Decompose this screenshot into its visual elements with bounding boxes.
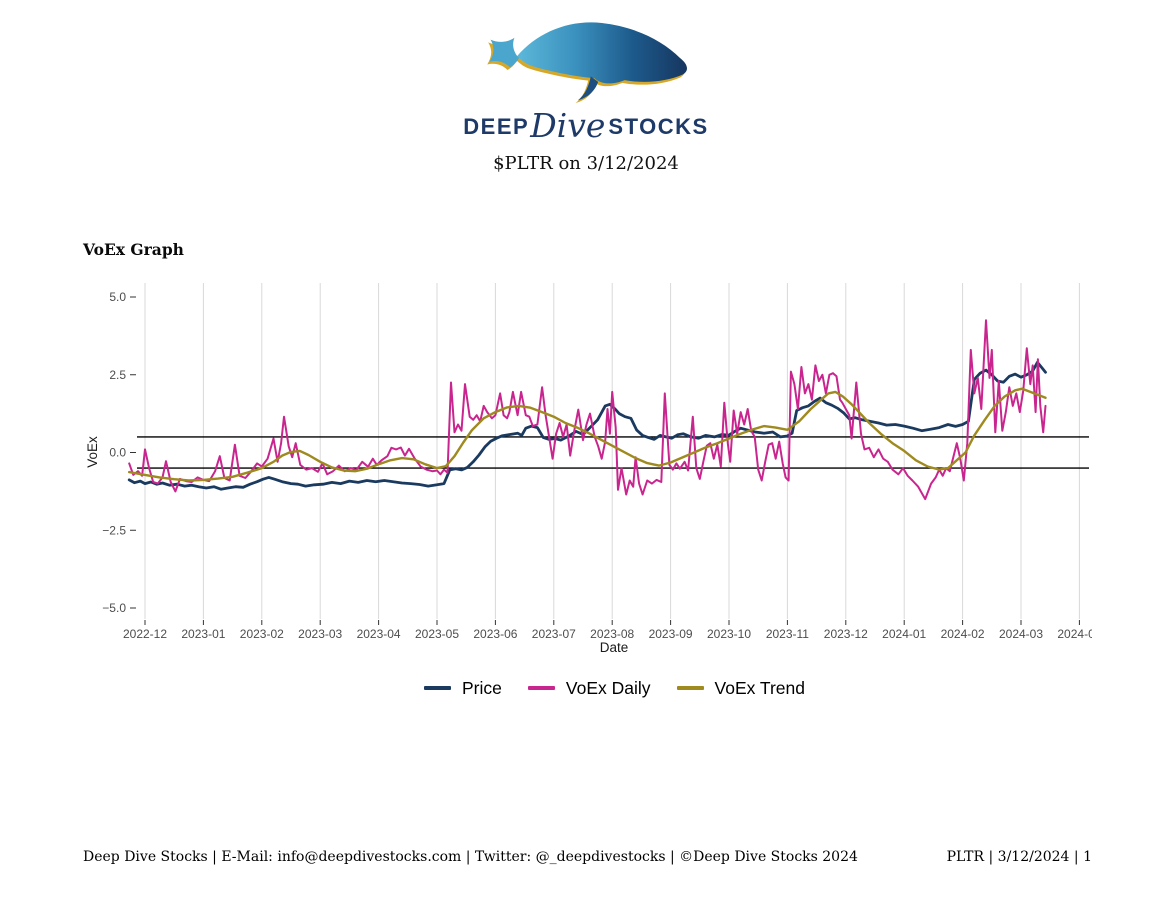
price-line-swatch [424,686,451,690]
svg-text:2024-03: 2024-03 [999,627,1043,641]
legend-label-voex-daily: VoEx Daily [565,677,651,698]
legend-item-voex-trend: VoEx Trend [676,677,805,699]
voex-trend-line-swatch [676,686,704,690]
svg-text:2023-01: 2023-01 [181,627,225,641]
svg-text:2023-04: 2023-04 [357,627,401,641]
legend-item-price: Price [424,678,502,699]
svg-text:2023-10: 2023-10 [707,627,751,641]
chart-legend: Price VoEx Daily VoEx Trend [137,672,1092,704]
svg-text:2024-01: 2024-01 [882,627,926,641]
logo-word-dive: Dive [530,106,606,145]
chart-title: VoEx Graph [83,240,184,259]
svg-text:2023-11: 2023-11 [766,627,809,641]
svg-text:2023-09: 2023-09 [649,627,693,641]
logo-wordmark: DEEPDive STOCKS [0,103,1172,145]
svg-text:2023-02: 2023-02 [240,627,284,641]
svg-text:2023-06: 2023-06 [473,627,517,641]
svg-text:2023-05: 2023-05 [415,627,459,641]
svg-text:2023-08: 2023-08 [590,627,634,641]
svg-text:2022-12: 2022-12 [123,627,167,641]
svg-text:2.5: 2.5 [109,368,126,382]
page-title: $PLTR on 3/12/2024 [493,153,679,174]
svg-text:Date: Date [600,640,629,655]
svg-text:2024-02: 2024-02 [941,627,985,641]
legend-label-price: Price [462,677,502,698]
footer-contact-info: Deep Dive Stocks | E-Mail: info@deepdive… [83,849,858,865]
svg-text:−5.0: −5.0 [102,601,126,615]
svg-text:2023-03: 2023-03 [298,627,342,641]
svg-text:2023-07: 2023-07 [532,627,576,641]
logo-word-stocks: STOCKS [608,114,709,139]
svg-text:5.0: 5.0 [109,290,126,304]
svg-text:0.0: 0.0 [109,446,126,460]
whale-logo-icon [477,12,699,104]
logo-word-deep: DEEP [463,114,530,139]
svg-text:2024-04: 2024-04 [1057,627,1101,641]
legend-item-voex-daily: VoEx Daily [527,677,651,699]
svg-text:2023-12: 2023-12 [824,627,868,641]
legend-label-voex-trend: VoEx Trend [714,677,805,698]
svg-text:−2.5: −2.5 [102,523,126,537]
footer-page-info: PLTR | 3/12/2024 | 1 [946,849,1092,865]
voex-daily-line-swatch [527,686,555,690]
svg-text:VoEx: VoEx [85,436,100,468]
